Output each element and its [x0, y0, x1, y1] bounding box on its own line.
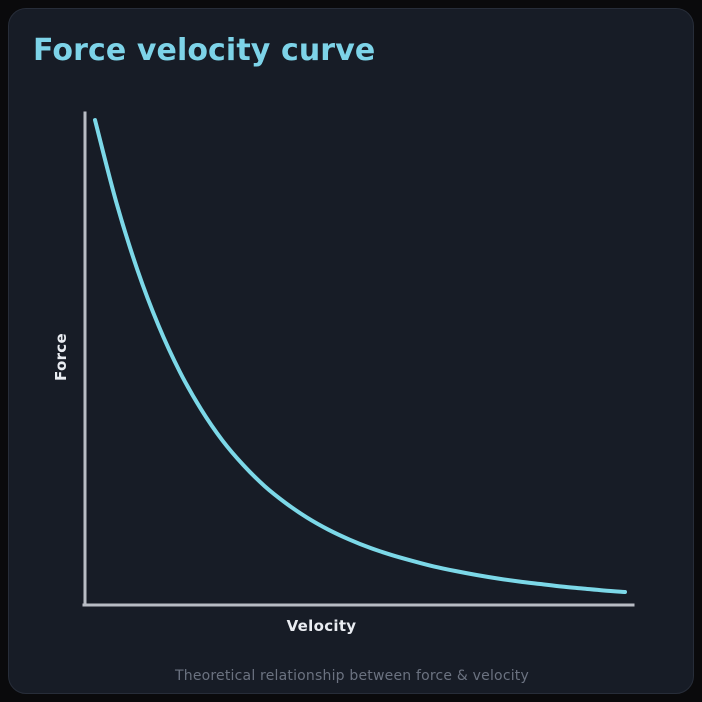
- chart-caption: Theoretical relationship between force &…: [175, 668, 529, 684]
- force-velocity-curve: [93, 118, 627, 594]
- chart-card: Force velocity curve Force Velocity Theo…: [8, 8, 694, 694]
- x-axis-label: Velocity: [286, 617, 357, 635]
- page-title: Force velocity curve: [33, 33, 376, 68]
- plot-area: [9, 9, 693, 693]
- force-velocity-plot: [82, 111, 635, 607]
- y-axis-label: Force: [52, 333, 70, 381]
